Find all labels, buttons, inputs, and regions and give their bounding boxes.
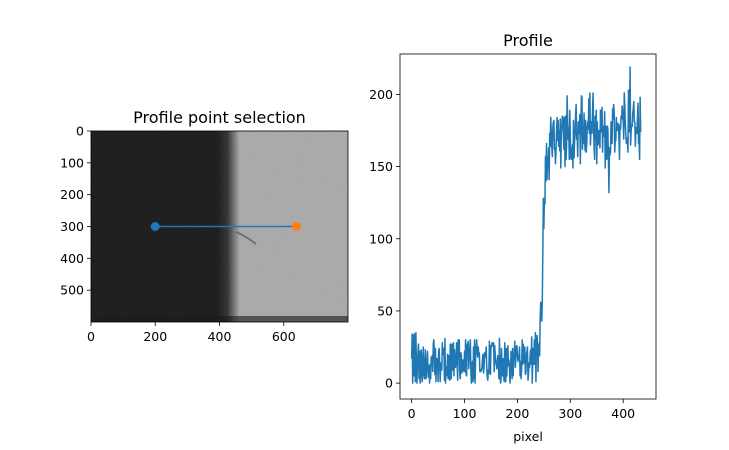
profile-y-tick-label: 50 [377, 303, 393, 318]
profile-axes-frame [399, 53, 657, 400]
profile-y-ticks: 0 50 100 150 200 [369, 87, 400, 391]
profile-x-tick-label: 100 [453, 406, 477, 421]
profile-x-axis-label: pixel [513, 429, 543, 444]
profile-axes: Profile 0 100 200 300 400 0 50 100 150 200 pixel [369, 31, 657, 444]
profile-x-tick-label: 400 [611, 406, 635, 421]
profile-start-marker[interactable] [150, 222, 160, 231]
profile-x-tick-label: 300 [558, 406, 582, 421]
image-y-tick-label: 300 [60, 219, 84, 234]
image-axes: Profile point selection 0 200 400 600 0 100 2… [60, 108, 349, 344]
profile-x-tick-label: 200 [505, 406, 529, 421]
image-y-tick-label: 100 [60, 155, 84, 170]
image-y-tick-label: 500 [60, 283, 84, 298]
profile-y-tick-label: 150 [369, 159, 393, 174]
image-y-ticks: 0 100 200 300 400 500 [60, 124, 91, 298]
profile-y-tick-label: 200 [369, 87, 393, 102]
profile-y-tick-label: 100 [369, 231, 393, 246]
profile-end-marker[interactable] [292, 222, 302, 231]
image-x-tick-label: 0 [87, 329, 95, 344]
image-y-tick-label: 0 [76, 124, 84, 139]
profile-axes-title: Profile [503, 31, 553, 50]
profile-x-ticks: 0 100 200 300 400 [408, 399, 635, 421]
image-axes-title: Profile point selection [133, 108, 306, 127]
image-dark-streak [235, 231, 257, 245]
image-y-tick-label: 200 [60, 187, 84, 202]
profile-series-line [410, 66, 642, 384]
profile-x-tick-label: 0 [408, 406, 416, 421]
image-x-tick-label: 200 [143, 329, 167, 344]
image-x-tick-label: 600 [272, 329, 296, 344]
image-x-tick-label: 400 [208, 329, 232, 344]
image-y-tick-label: 400 [60, 251, 84, 266]
image-bottom-band [91, 316, 348, 322]
image-x-ticks: 0 200 400 600 [87, 322, 296, 344]
profile-y-tick-label: 0 [385, 376, 393, 391]
